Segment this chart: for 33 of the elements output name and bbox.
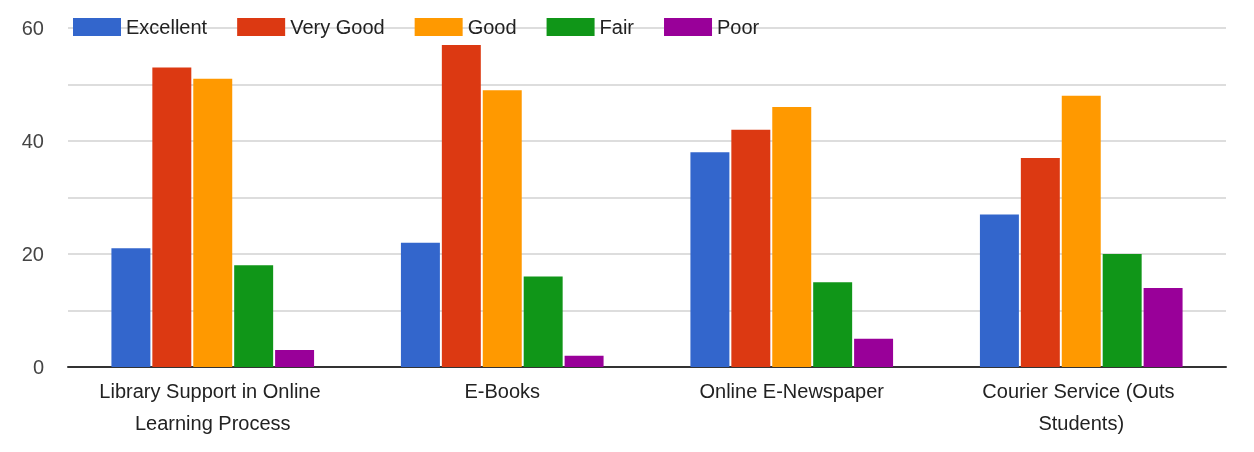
y-tick-label: 0 <box>32 356 44 378</box>
bar <box>564 355 604 367</box>
bar <box>441 44 481 367</box>
bar <box>1061 95 1101 367</box>
bar <box>772 107 812 367</box>
bar <box>152 67 192 367</box>
x-tick-label: Courier Service (Outs Students) <box>982 380 1181 434</box>
y-tick-label: 60 <box>21 17 44 39</box>
bar <box>731 129 771 367</box>
bar <box>979 214 1019 367</box>
bar <box>234 265 274 367</box>
bar <box>1143 287 1183 367</box>
bar <box>690 152 730 367</box>
bar <box>275 350 315 367</box>
y-tick-label: 40 <box>21 130 44 152</box>
x-tick-label: Online E-Newspaper <box>699 380 885 402</box>
bar <box>1102 254 1142 367</box>
bar <box>854 338 894 367</box>
legend-label: Fair <box>599 16 635 38</box>
bar <box>400 242 440 367</box>
bar <box>813 282 853 367</box>
x-tick-label: Library Support in Online Learning Process <box>99 380 327 434</box>
bar <box>193 78 233 367</box>
legend-label: Poor <box>717 16 760 38</box>
legend-label: Very Good <box>290 16 385 38</box>
x-tick-label: E-Books <box>464 380 541 402</box>
y-tick-label: 20 <box>21 243 44 265</box>
bar <box>111 248 151 367</box>
legend-label: Excellent <box>126 16 208 38</box>
bar <box>1020 157 1060 367</box>
bar <box>482 90 522 367</box>
bar <box>523 276 563 367</box>
legend-label: Good <box>467 16 517 38</box>
